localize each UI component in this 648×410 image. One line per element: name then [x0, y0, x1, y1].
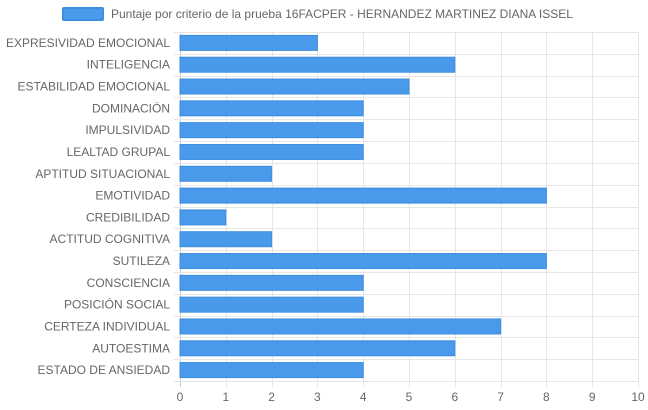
- x-tick-label: 6: [451, 390, 458, 404]
- category-label: LEALTAD GRUPAL: [67, 145, 171, 159]
- category-label: ESTADO DE ANSIEDAD: [38, 363, 171, 377]
- category-labels: EXPRESIVIDAD EMOCIONAL INTELIGENCIA ESTABI…: [6, 36, 170, 377]
- bar[interactable]: [179, 78, 410, 95]
- x-tick-label: 3: [314, 390, 321, 404]
- bar[interactable]: [179, 362, 364, 379]
- legend[interactable]: Puntaje por criterio de la prueba 16FACP…: [62, 7, 573, 21]
- x-tick-label: 5: [406, 390, 413, 404]
- category-label: IMPULSIVIDAD: [85, 123, 170, 137]
- bar[interactable]: [179, 56, 456, 73]
- x-tick-label: 4: [360, 390, 367, 404]
- x-tick-label: 0: [177, 390, 184, 404]
- x-tick-label: 10: [631, 390, 645, 404]
- legend-swatch: [62, 7, 104, 21]
- bar[interactable]: [179, 143, 364, 160]
- category-label: AUTOESTIMA: [92, 341, 170, 355]
- x-tick-label: 1: [222, 390, 229, 404]
- bar[interactable]: [179, 209, 227, 226]
- x-tick-label: 9: [589, 390, 596, 404]
- x-tick-label: 7: [497, 390, 504, 404]
- category-label: EMOTIVIDAD: [95, 189, 170, 203]
- category-label: DOMINACIÓN: [92, 100, 170, 115]
- bar[interactable]: [179, 274, 364, 291]
- bar[interactable]: [179, 187, 547, 204]
- bar[interactable]: [179, 253, 547, 270]
- x-axis-tick-labels: 0 1 2 3 4 5 6 7 8 9 10: [177, 390, 645, 404]
- category-label: ACTITUD COGNITIVA: [50, 232, 170, 246]
- bar[interactable]: [179, 34, 318, 51]
- category-label: EXPRESIVIDAD EMOCIONAL: [6, 36, 170, 50]
- category-label: POSICIÓN SOCIAL: [64, 297, 170, 312]
- bar[interactable]: [179, 318, 502, 335]
- legend-label: Puntaje por criterio de la prueba 16FACP…: [111, 7, 573, 21]
- category-label: CONSCIENCIA: [87, 276, 170, 290]
- category-label: INTELIGENCIA: [87, 58, 170, 72]
- bar[interactable]: [179, 122, 364, 139]
- bar[interactable]: [179, 340, 456, 357]
- bar[interactable]: [179, 165, 273, 182]
- category-label: APTITUD SITUACIONAL: [35, 167, 170, 181]
- category-label: CERTEZA INDIVIDUAL: [44, 319, 170, 333]
- category-label: CREDIBILIDAD: [86, 210, 170, 224]
- category-label: SUTILEZA: [113, 254, 170, 268]
- bar[interactable]: [179, 231, 273, 248]
- bar[interactable]: [179, 296, 364, 313]
- x-tick-label: 8: [543, 390, 550, 404]
- bars: [179, 34, 547, 379]
- bar[interactable]: [179, 100, 364, 117]
- category-label: ESTABILIDAD EMOCIONAL: [18, 80, 171, 94]
- x-tick-label: 2: [268, 390, 275, 404]
